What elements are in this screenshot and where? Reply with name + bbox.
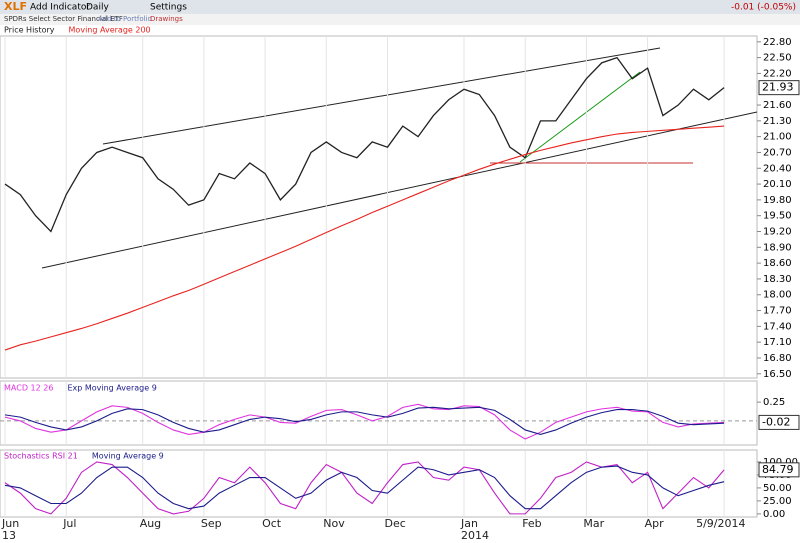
y-tick-label: 20.70 xyxy=(763,147,792,158)
x-tick-label: Jan 2014 xyxy=(461,517,489,542)
x-tick-label: Aug xyxy=(139,517,162,530)
y-tick-label: 19.50 xyxy=(763,211,792,222)
x-tick-label: Dec xyxy=(384,517,406,530)
add-indicator[interactable]: Add Indicator xyxy=(30,3,90,13)
legend-entry: MACD 12 26 xyxy=(4,384,53,393)
legend-entry: Moving Average 9 xyxy=(92,452,164,461)
toolbar xyxy=(0,0,800,14)
y-tick-label: 17.70 xyxy=(763,306,792,317)
x-tick-label: Jun 13 xyxy=(2,517,20,542)
y-tick-label: 0.25 xyxy=(763,397,785,408)
symbol[interactable]: XLF xyxy=(4,0,27,13)
last-value: 21.93 xyxy=(762,81,794,94)
y-tick-label: 21.30 xyxy=(763,116,792,127)
period[interactable]: Daily xyxy=(86,3,109,13)
channel-top xyxy=(102,47,661,145)
legend-entry: Price History xyxy=(4,26,55,35)
series-line xyxy=(4,406,725,436)
trendlines xyxy=(41,47,758,269)
subtitle: SPDRs Select Sector Financial ETF xyxy=(4,15,123,23)
y-tick-label: 18.00 xyxy=(763,290,792,301)
y-tick-label: 19.80 xyxy=(763,195,792,206)
y-tick-label: 18.90 xyxy=(763,242,792,253)
x-tick-label: 5/9/2014 xyxy=(696,517,746,530)
channel-bottom xyxy=(41,111,758,269)
y-tick-label: 21.00 xyxy=(763,132,792,143)
legend-entry: Stochastics RSI 21 xyxy=(4,452,78,461)
y-tick-label: 16.50 xyxy=(763,369,792,380)
y-tick-label: 16.80 xyxy=(763,353,792,364)
value-box xyxy=(758,462,800,478)
last-value: -0.02 xyxy=(762,415,790,428)
green-trendline xyxy=(519,71,641,163)
last-value: 84.79 xyxy=(762,463,794,476)
portfolio[interactable]: Add to Portfolio xyxy=(98,15,152,23)
value-box xyxy=(758,80,800,96)
y-tick-label: 0.00 xyxy=(763,509,785,520)
change: -0.01 (-0.05%) xyxy=(731,3,796,13)
y-tick-label: 20.10 xyxy=(763,179,792,190)
y-tick-label: 22.50 xyxy=(763,53,792,64)
legend-entry: Exp Moving Average 9 xyxy=(67,384,156,393)
y-tick-label: 22.20 xyxy=(763,68,792,79)
series-line xyxy=(4,125,725,351)
y-tick-label: 20.40 xyxy=(763,163,792,174)
x-tick-label: Sep xyxy=(200,517,222,530)
y-tick-label: 22.80 xyxy=(763,37,792,48)
legend-entry: Moving Average 200 xyxy=(69,26,151,35)
x-tick-label: Mar xyxy=(583,517,605,530)
macd-panel xyxy=(0,380,758,446)
x-tick-label: Jul xyxy=(63,517,77,530)
stoch-panel xyxy=(0,449,758,518)
y-tick-label: 17.10 xyxy=(763,337,792,348)
x-tick-label: Oct xyxy=(262,517,282,530)
y-tick-label: 18.30 xyxy=(763,274,792,285)
series-line xyxy=(4,465,725,510)
drawings[interactable]: Drawings xyxy=(150,15,183,23)
y-tick-label: 18.60 xyxy=(763,258,792,269)
y-tick-label: 25.00 xyxy=(763,496,792,507)
x-tick-label: Apr xyxy=(644,517,664,530)
value-box xyxy=(758,414,800,430)
series-line xyxy=(4,56,725,233)
y-tick-label: 50.00 xyxy=(763,483,792,494)
y-tick-label: 19.20 xyxy=(763,227,792,238)
x-tick-label: Nov xyxy=(323,517,345,530)
y-tick-label: 21.60 xyxy=(763,100,792,111)
settings[interactable]: Settings xyxy=(150,3,187,13)
price-panel xyxy=(0,35,758,379)
y-tick-label: 17.40 xyxy=(763,321,792,332)
subbar xyxy=(0,14,800,25)
series-line xyxy=(4,403,725,440)
x-tick-label: Feb xyxy=(522,517,542,530)
